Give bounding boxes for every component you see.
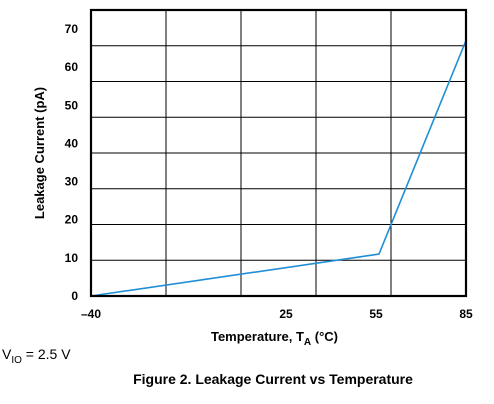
series-layer xyxy=(90,40,467,297)
x-tick-label: 85 xyxy=(459,307,473,321)
test-condition-subscript: IO xyxy=(11,355,22,366)
y-tick-label: 30 xyxy=(65,175,79,189)
y-tick-label: 40 xyxy=(65,136,79,150)
x-tick-label: –40 xyxy=(81,307,101,321)
x-axis-label-main: Temperature, T xyxy=(211,329,304,344)
y-axis-ticks: 0 10 20 30 40 50 60 70 xyxy=(65,22,79,303)
x-axis-label: Temperature, TA (°C) xyxy=(211,329,338,348)
figure-caption: Figure 2. Leakage Current vs Temperature xyxy=(133,371,413,387)
x-axis-label-unit: (°C) xyxy=(311,329,338,344)
test-condition-value: = 2.5 V xyxy=(22,346,71,362)
y-axis-label: Leakage Current (pA) xyxy=(32,87,47,219)
y-tick-label: 50 xyxy=(65,98,79,112)
grid xyxy=(91,10,466,296)
x-axis-label-subscript: A xyxy=(304,337,311,348)
x-tick-label: 25 xyxy=(279,307,293,321)
x-axis-ticks: –40 25 55 85 xyxy=(81,307,473,321)
plot-frame xyxy=(89,8,468,298)
test-condition: VIO = 2.5 V xyxy=(2,346,71,366)
y-tick-label: 70 xyxy=(65,22,79,36)
x-tick-label: 55 xyxy=(369,307,383,321)
y-tick-label: 10 xyxy=(65,251,79,265)
y-tick-label: 20 xyxy=(65,213,79,227)
series-line xyxy=(90,40,467,297)
y-tick-label: 0 xyxy=(71,289,78,303)
test-condition-variable: V xyxy=(2,346,12,362)
y-tick-label: 60 xyxy=(65,60,79,74)
